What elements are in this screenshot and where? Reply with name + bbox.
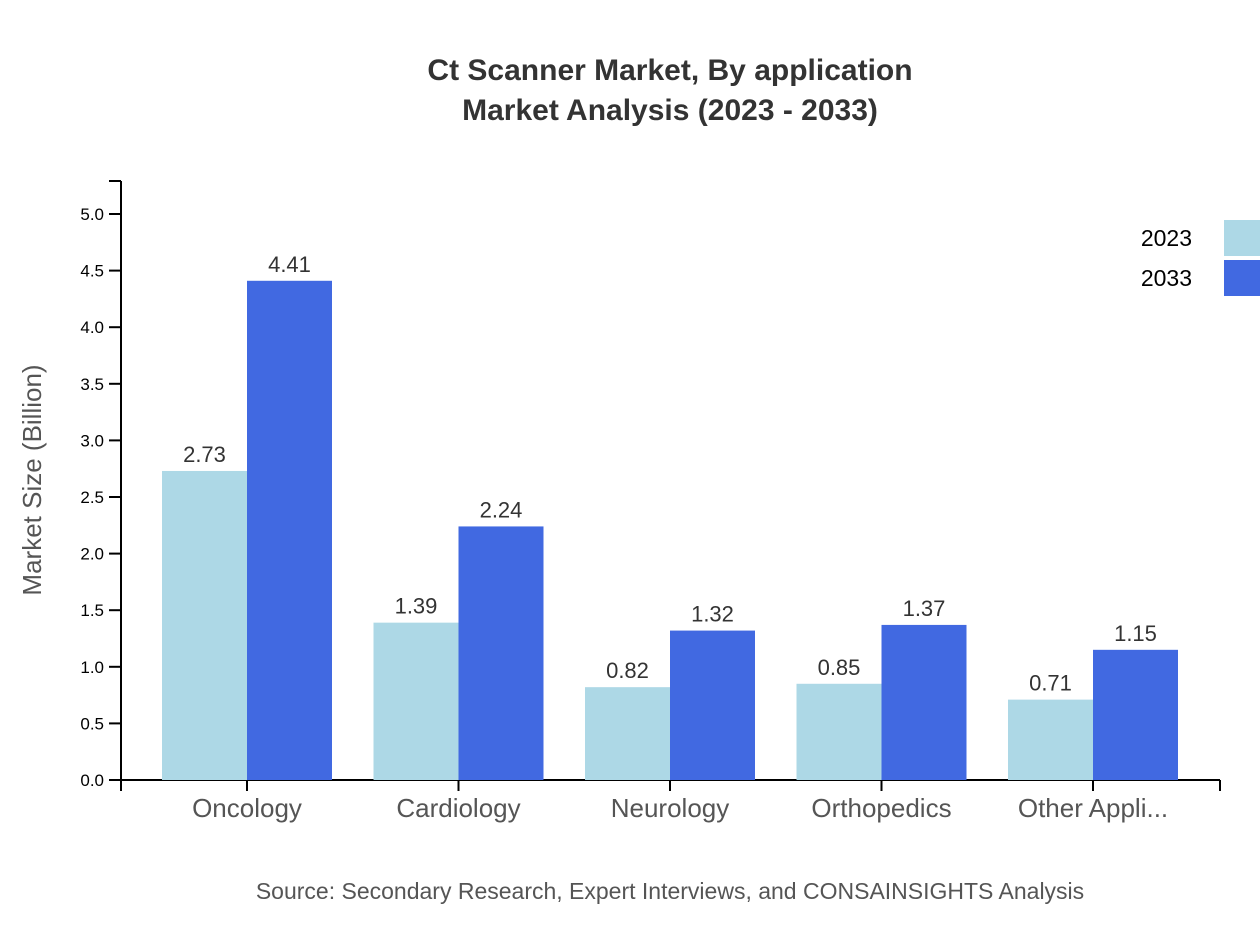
x-axis: Oncology Cardiology Neurology Orthopedics Ot… [120, 779, 1221, 823]
x-tick-label: Other Appli... [1018, 793, 1168, 823]
data-label: 1.15 [1114, 621, 1157, 646]
legend-label: 2033 [1141, 265, 1192, 291]
y-tick-label: 1.0 [80, 658, 104, 677]
data-label: 1.37 [903, 596, 946, 621]
y-axis: 0.0 0.5 1.0 1.5 2.0 2.5 3.0 3.5 4.0 4.5 5.0 [80, 180, 122, 790]
legend-swatch-2033 [1224, 260, 1260, 296]
bar-2033 [881, 624, 967, 780]
x-tick-label: Oncology [192, 793, 302, 823]
legend-label: 2023 [1141, 225, 1192, 251]
bar-2023 [796, 683, 882, 780]
x-tick-label: Cardiology [396, 793, 520, 823]
data-label: 1.32 [691, 602, 734, 627]
legend: 2023 2033 [1141, 220, 1260, 296]
bar-2023 [373, 622, 459, 780]
y-tick-label: 1.5 [80, 601, 104, 620]
y-tick-label: 2.5 [80, 488, 104, 507]
bar-2033 [247, 280, 332, 780]
y-tick-label: 0.5 [80, 714, 104, 733]
data-label: 2.24 [480, 497, 523, 522]
y-tick-label: 2.0 [80, 545, 104, 564]
x-tick-label: Orthopedics [811, 793, 951, 823]
y-tick-label: 3.5 [80, 375, 104, 394]
source-note: Source: Secondary Research, Expert Inter… [256, 878, 1084, 904]
y-tick-label: 0.0 [80, 771, 104, 790]
data-label: 0.85 [818, 655, 861, 680]
bar-2033 [458, 526, 544, 780]
bar-2023 [1008, 699, 1093, 780]
data-label: 2.73 [183, 442, 226, 467]
y-tick-label: 4.0 [80, 318, 104, 337]
bar-2023 [162, 470, 247, 780]
data-label: 4.41 [268, 252, 311, 277]
legend-swatch-2023 [1224, 220, 1260, 256]
y-axis-label: Market Size (Billion) [17, 364, 47, 595]
y-tick-label: 3.0 [80, 431, 104, 450]
chart-subtitle: Market Analysis (2023 - 2033) [462, 94, 878, 127]
y-tick-label: 4.5 [80, 262, 104, 281]
data-label: 0.71 [1029, 671, 1072, 696]
chart-title: Ct Scanner Market, By application [427, 54, 912, 87]
bar-2033 [1093, 649, 1178, 780]
bars: 2.73 4.41 1.39 2.24 0.82 1.32 0.85 1.37 0.71 1.15 [162, 252, 1178, 780]
data-label: 1.39 [395, 594, 438, 619]
x-tick-label: Neurology [611, 793, 730, 823]
data-label: 0.82 [606, 658, 649, 683]
y-tick-label: 5.0 [80, 205, 104, 224]
bar-2023 [585, 687, 670, 780]
bar-2033 [670, 630, 755, 780]
